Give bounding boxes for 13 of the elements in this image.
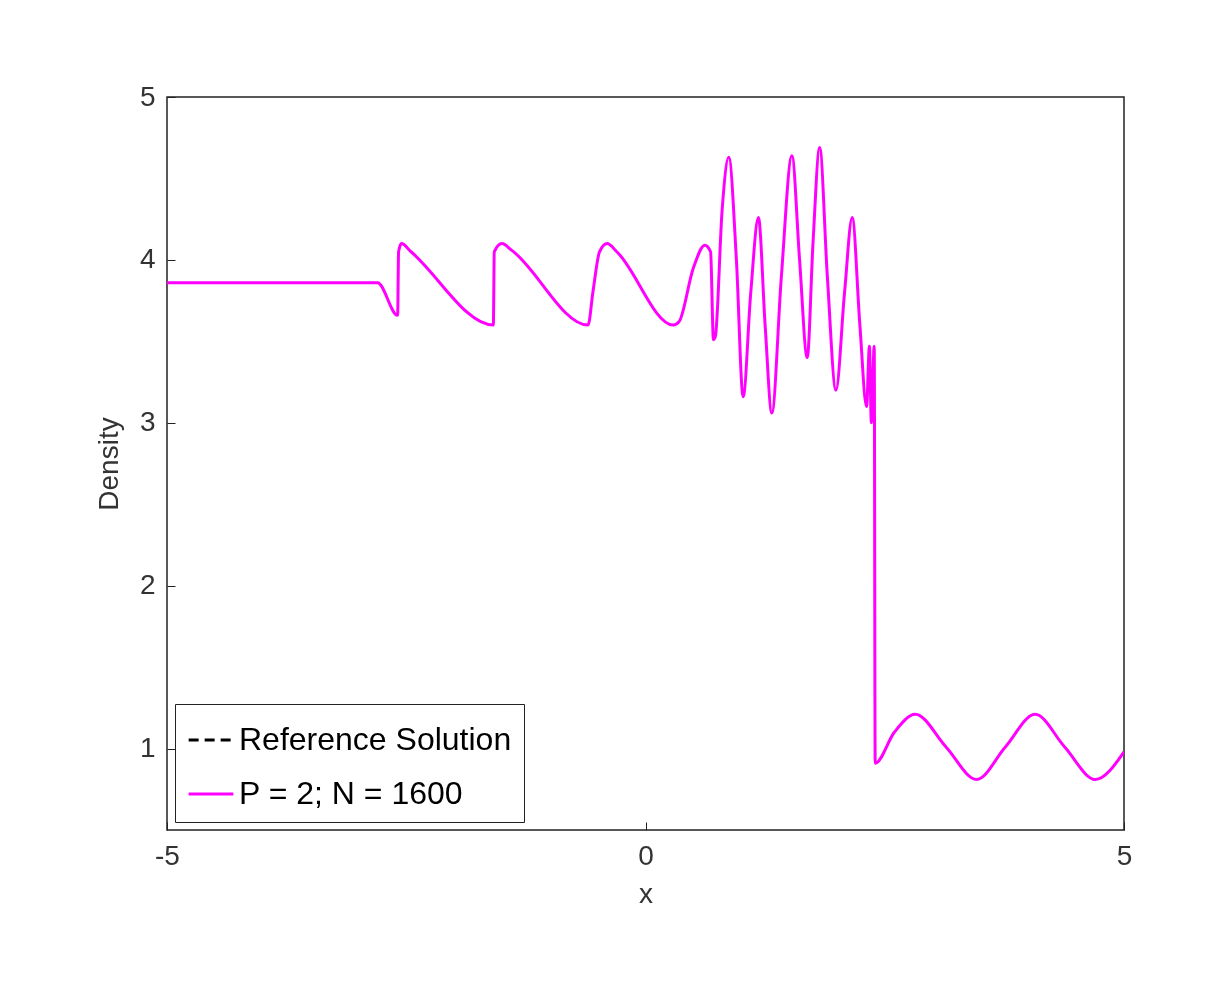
legend-label: Reference Solution (239, 721, 512, 757)
y-tick-label: 1 (139, 732, 156, 764)
y-tick-label: 3 (139, 406, 156, 438)
line-series (167, 146, 1124, 781)
x-tick-label: 5 (1116, 839, 1133, 871)
y-tick-label: 5 (139, 80, 156, 112)
y-axis-title: Density (92, 417, 124, 511)
x-axis-title: x (639, 877, 653, 909)
y-tick-label: 4 (139, 243, 156, 275)
x-tick-label: -5 (155, 839, 180, 871)
x-tick-label: 0 (638, 839, 654, 871)
y-tick-label: 2 (139, 569, 156, 601)
legend-label: P = 2; N = 1600 (239, 775, 463, 811)
